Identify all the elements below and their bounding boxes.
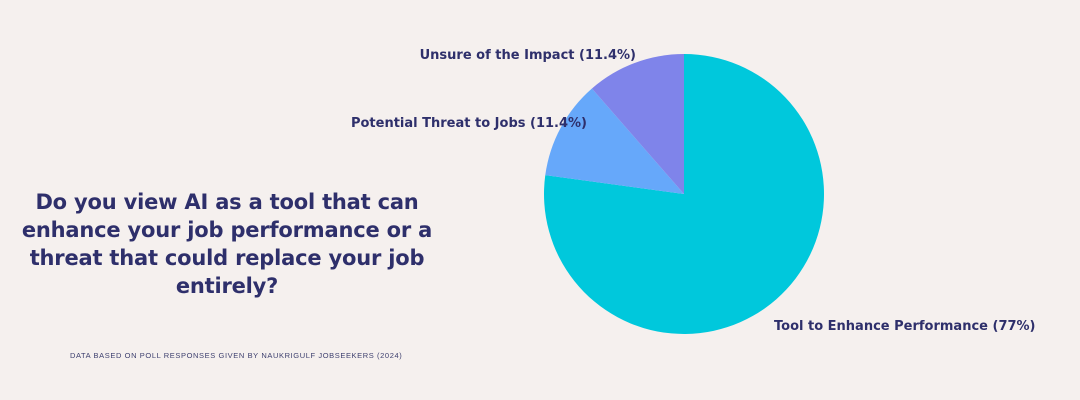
- slice-potential-threat: [545, 88, 684, 194]
- pie-slices: [544, 54, 824, 334]
- pie-labels: Tool to Enhance Performance (77%) Potent…: [351, 48, 1036, 334]
- chart-question-title: Do you view AI as a tool that can enhanc…: [21, 190, 433, 298]
- slice-unsure: [591, 54, 684, 194]
- slice-label-unsure: Unsure of the Impact (11.4%): [420, 48, 636, 63]
- source-footnote: DATA BASED ON POLL RESPONSES GIVEN BY NA…: [70, 351, 403, 360]
- slice-label-tool-to-enhance: Tool to Enhance Performance (77%): [774, 319, 1036, 334]
- slice-label-potential-threat: Potential Threat to Jobs (11.4%): [351, 116, 587, 131]
